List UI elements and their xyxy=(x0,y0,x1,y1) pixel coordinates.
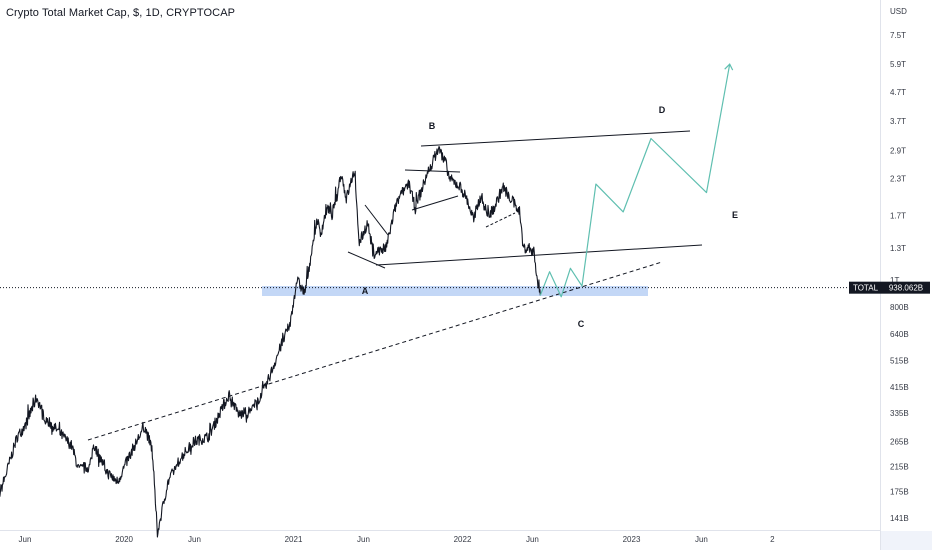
price-tick-label: 2.9T xyxy=(890,147,906,156)
drawing-layer: A B C D E xyxy=(87,105,738,441)
price-tick-label: 215B xyxy=(890,463,909,472)
price-tick-label: 7.5T xyxy=(890,31,906,40)
resistance-line-upper xyxy=(420,130,691,147)
price-tick-label: 640B xyxy=(890,330,909,339)
time-axis[interactable]: Jun 2020 Jun 2021 Jun 2022 Jun 2023 Jun 2 xyxy=(19,535,776,544)
projection-path xyxy=(539,64,731,298)
price-tick-label: 1.7T xyxy=(890,211,906,220)
triangle-line-top xyxy=(404,169,461,173)
time-tick-label: Jun xyxy=(695,535,708,544)
wave-label-a: A xyxy=(362,286,369,296)
wedge-line-bottom xyxy=(347,251,386,269)
price-axis-border xyxy=(880,0,881,550)
axis-corner xyxy=(881,531,932,550)
price-tick-label: 415B xyxy=(890,383,909,392)
wave-label-b: B xyxy=(429,121,436,131)
time-tick-label: Jun xyxy=(357,535,370,544)
last-price-tag-label: 938.062B xyxy=(889,284,923,293)
time-tick-label: Jun xyxy=(526,535,539,544)
price-tick-label: 2.3T xyxy=(890,175,906,184)
time-tick-label: 2020 xyxy=(115,535,133,544)
price-tick-label: 3.7T xyxy=(890,117,906,126)
price-axis[interactable]: USD 141B 175B 215B 265B 335B 415B 515B 640B 800B 1… xyxy=(890,7,909,523)
symbol-tag-box xyxy=(849,281,882,294)
time-tick-label: 2022 xyxy=(454,535,472,544)
price-tick-label: 800B xyxy=(890,303,909,312)
time-tick-label: Jun xyxy=(19,535,32,544)
support-zone-layer xyxy=(262,286,648,296)
time-tick-label: 2023 xyxy=(623,535,641,544)
price-series-line xyxy=(0,146,541,538)
price-axis-unit: USD xyxy=(890,7,907,16)
price-tick-label: 1.3T xyxy=(890,244,906,253)
price-series-layer xyxy=(0,146,541,538)
support-zone xyxy=(262,286,648,296)
price-tick-label: 141B xyxy=(890,514,909,523)
wave-label-c: C xyxy=(578,319,585,329)
price-tick-label: 335B xyxy=(890,409,909,418)
time-tick-label: 2021 xyxy=(285,535,303,544)
chart-title: Crypto Total Market Cap, $, 1D, CRYPTOCA… xyxy=(6,7,236,19)
support-line-lower xyxy=(375,244,703,266)
price-tick-label: 515B xyxy=(890,357,909,366)
wave-label-d: D xyxy=(659,105,666,115)
price-tick-label: 5.9T xyxy=(890,60,906,69)
symbol-tag-label: TOTAL xyxy=(853,284,879,293)
projection-arrowhead xyxy=(724,63,734,71)
triangle-line-bottom xyxy=(411,195,459,211)
time-tick-label: Jun xyxy=(188,535,201,544)
last-price-layer: TOTAL 938.062B xyxy=(0,281,930,294)
dashed-trendline xyxy=(87,261,663,441)
price-tick-label: 1T xyxy=(890,276,899,285)
last-price-tag-box xyxy=(882,281,930,294)
price-tick-label: 4.7T xyxy=(890,88,906,97)
price-tick-label: 175B xyxy=(890,488,909,497)
price-tick-label: 265B xyxy=(890,437,909,446)
projection-layer xyxy=(539,63,734,298)
wedge-line-top xyxy=(364,204,389,236)
time-tick-label: 2 xyxy=(770,535,775,544)
short-dashed-line xyxy=(485,212,516,228)
wave-label-e: E xyxy=(732,210,738,220)
time-axis-border xyxy=(0,530,880,531)
